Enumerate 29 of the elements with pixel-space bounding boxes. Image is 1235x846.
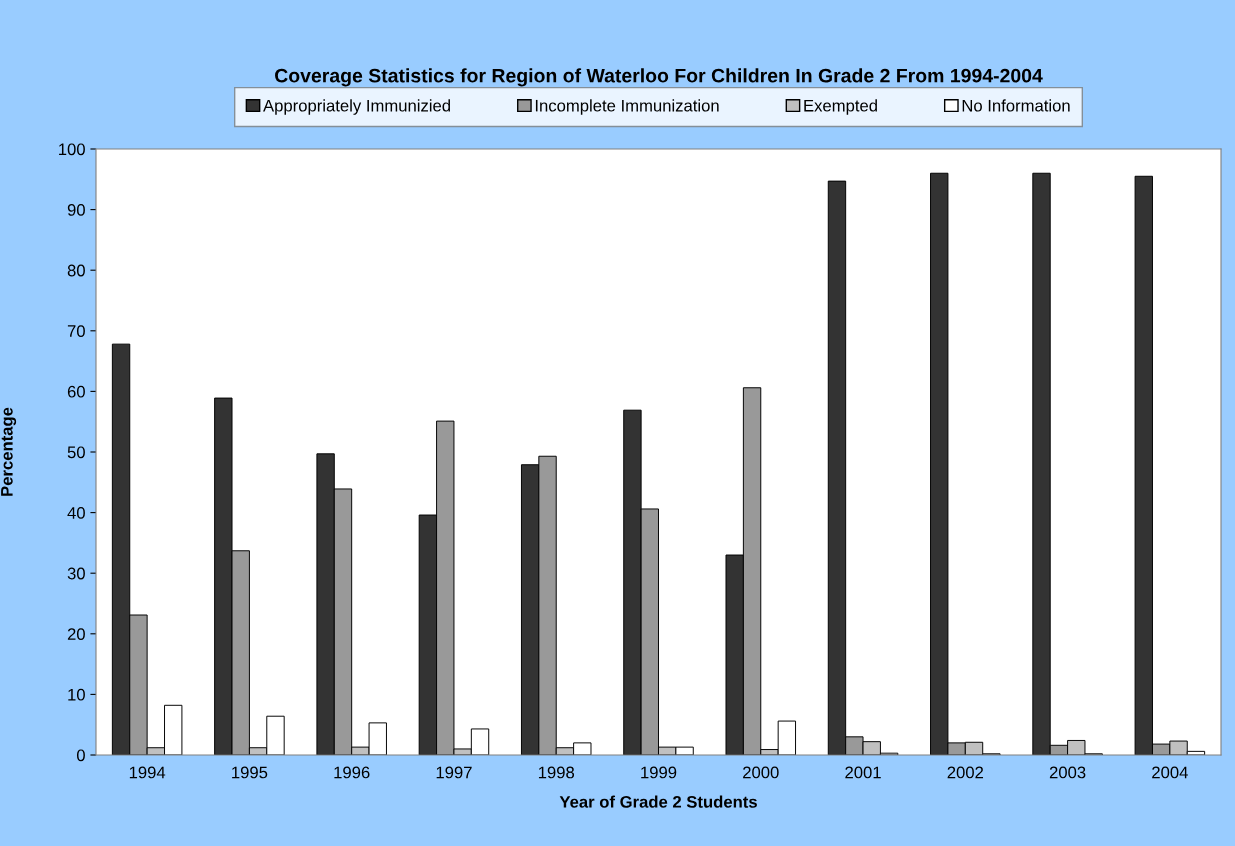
y-tick-label: 40 — [67, 507, 85, 519]
x-tick-label: 1998 — [538, 766, 575, 779]
x-tick-label: 2001 — [845, 766, 881, 779]
legend-label: Appropriately Immunizied — [263, 99, 450, 115]
y-tick-label: 0 — [76, 749, 85, 762]
chart-title: Coverage Statistics for Region of Waterloo For Children In Grade 2 From 1994-2004 — [275, 68, 1043, 87]
y-tick-label: 80 — [67, 264, 85, 277]
y-tick-label: 100 — [59, 143, 85, 156]
y-tick-label: 60 — [67, 385, 85, 398]
x-tick-label: 1997 — [436, 766, 472, 779]
y-tick-label: 50 — [67, 446, 85, 459]
y-tick-label: 30 — [67, 567, 85, 580]
x-tick-label: 2003 — [1049, 766, 1086, 779]
y-tick-label: 90 — [67, 204, 85, 216]
x-tick-label: 2004 — [1152, 766, 1188, 779]
x-tick-label: 2000 — [743, 766, 779, 779]
x-tick-label: 1995 — [232, 766, 268, 779]
y-tick-label: 10 — [68, 688, 85, 701]
legend-label: No Information — [962, 99, 1070, 112]
x-tick-label: 2002 — [947, 766, 984, 779]
legend-label: Incomplete Immunization — [535, 99, 719, 115]
x-tick-label: 1994 — [129, 766, 166, 779]
x-tick-label: 1999 — [641, 766, 677, 779]
legend-label: Exempted — [804, 99, 877, 115]
x-tick-label: 1996 — [334, 766, 370, 779]
y-tick-label: 70 — [67, 325, 85, 337]
x-axis-title: Year of Grade 2 Students — [559, 795, 757, 808]
y-tick-label: 20 — [67, 628, 85, 640]
y-axis-title: Percentage — [1, 407, 17, 496]
